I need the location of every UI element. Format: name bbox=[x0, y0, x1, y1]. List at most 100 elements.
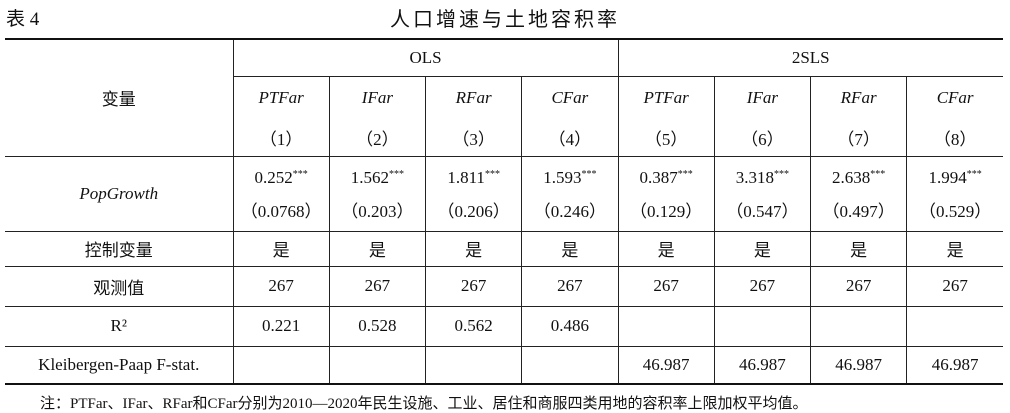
value-cell bbox=[906, 305, 1003, 347]
table-row: 控制变量是是是是是是是是 bbox=[5, 230, 1003, 267]
value-cell: 是 bbox=[617, 230, 715, 267]
coef-cell: 1.994*** （0.529） bbox=[906, 155, 1003, 232]
significance: *** bbox=[966, 169, 982, 180]
table-row: R² 0.221 0.528 0.562 0.486 bbox=[5, 305, 1003, 347]
table-row: 变量 OLS 2SLS bbox=[5, 38, 1003, 157]
column-number: （1） bbox=[233, 119, 330, 157]
significance: *** bbox=[484, 169, 500, 180]
standard-error: （0.529） bbox=[919, 202, 992, 221]
value-cell: 267 bbox=[617, 265, 715, 307]
row-label: R² bbox=[5, 305, 234, 347]
variable-header: IFar bbox=[328, 75, 427, 119]
column-number: （8） bbox=[906, 119, 1003, 157]
coef-line: 3.318*** bbox=[715, 158, 810, 195]
coef-cell: 0.387*** （0.129） bbox=[617, 155, 715, 232]
coefficient: 1.811 bbox=[447, 168, 485, 187]
value-cell: 267 bbox=[521, 265, 619, 307]
significance: *** bbox=[774, 169, 789, 180]
table-title: 人口增速与土地容积率 bbox=[390, 9, 620, 31]
group-header: OLS bbox=[232, 38, 619, 77]
coefficient: 0.252 bbox=[254, 168, 293, 187]
coefficient: 1.562 bbox=[350, 168, 389, 187]
coef-cell: 3.318*** （0.547） bbox=[713, 155, 812, 232]
coef-line: 0.252*** bbox=[234, 158, 329, 195]
column-number: （5） bbox=[617, 119, 715, 157]
value-cell bbox=[809, 305, 908, 347]
table-row: Kleibergen-Paap F-stat. 46.987 46.987 46.98… bbox=[5, 345, 1003, 385]
group-header: 2SLS bbox=[617, 38, 1003, 77]
value-cell: 46.987 bbox=[617, 345, 715, 385]
value-cell: 是 bbox=[906, 230, 1003, 267]
value-cell: 是 bbox=[713, 230, 812, 267]
significance: *** bbox=[389, 169, 404, 180]
coef-line: 1.593*** bbox=[522, 158, 617, 195]
value-cell: 267 bbox=[424, 265, 523, 307]
variable-header: IFar bbox=[713, 75, 812, 119]
table-row: （1） （2） （3） （4） （5） （6） （7） （8） bbox=[5, 119, 1003, 157]
value-cell: 267 bbox=[232, 265, 330, 307]
standard-error: （0.206） bbox=[437, 202, 510, 221]
value-cell: 是 bbox=[424, 230, 523, 267]
coefficient: 2.638 bbox=[832, 168, 871, 187]
coef-cell: 1.811*** （0.206） bbox=[424, 155, 523, 232]
row-label: Kleibergen-Paap F-stat. bbox=[5, 345, 234, 385]
row-header: 变量 bbox=[5, 38, 234, 157]
standard-error: （0.129） bbox=[630, 202, 703, 221]
value-cell: 是 bbox=[232, 230, 330, 267]
value-cell: 267 bbox=[906, 265, 1003, 307]
standard-error: （0.0768） bbox=[240, 202, 322, 221]
coef-cell: 2.638*** （0.497） bbox=[809, 155, 908, 232]
value-cell: 46.987 bbox=[906, 345, 1003, 385]
value-cell bbox=[424, 345, 523, 385]
table-label: 表 4 bbox=[6, 9, 40, 30]
table-row: PopGrowth 0.252*** （0.0768） 1.562*** （0.203）… bbox=[5, 155, 1003, 232]
variable-header: PTFar bbox=[617, 75, 715, 119]
coef-line: 1.994*** bbox=[907, 158, 1003, 195]
column-number: （2） bbox=[328, 119, 427, 157]
value-cell: 46.987 bbox=[713, 345, 812, 385]
coefficient: 1.593 bbox=[543, 168, 582, 187]
value-cell bbox=[617, 305, 715, 347]
variable-header: CFar bbox=[906, 75, 1003, 119]
value-cell bbox=[713, 305, 812, 347]
row-label: PopGrowth bbox=[5, 155, 234, 232]
value-cell bbox=[328, 345, 427, 385]
standard-error: （0.497） bbox=[822, 202, 895, 221]
value-cell: 46.987 bbox=[809, 345, 908, 385]
standard-error: （0.547） bbox=[726, 202, 799, 221]
results-table: 变量 OLS 2SLS PTFar IFar RFar CFar PTFar IFar RFar C… bbox=[5, 38, 1003, 385]
value-cell: 是 bbox=[521, 230, 619, 267]
coef-cell: 0.252*** （0.0768） bbox=[232, 155, 330, 232]
variable-header: CFar bbox=[521, 75, 619, 119]
standard-error: （0.203） bbox=[341, 202, 414, 221]
value-cell: 是 bbox=[328, 230, 427, 267]
table-row: 观测值 267 267 267 267 267 267 267 267 bbox=[5, 265, 1003, 307]
variable-header: RFar bbox=[809, 75, 908, 119]
value-cell: 267 bbox=[713, 265, 812, 307]
coef-line: 1.811*** bbox=[426, 158, 521, 195]
value-cell bbox=[521, 345, 619, 385]
standard-error: （0.246） bbox=[533, 202, 606, 221]
table-row: PTFar IFar RFar CFar PTFar IFar RFar CFar bbox=[5, 75, 1003, 119]
value-cell: 0.528 bbox=[328, 305, 427, 347]
coefficient: 3.318 bbox=[735, 168, 774, 187]
coefficient: 1.994 bbox=[928, 168, 967, 187]
value-cell: 267 bbox=[809, 265, 908, 307]
row-label: 观测值 bbox=[5, 265, 234, 307]
column-number: （7） bbox=[809, 119, 908, 157]
significance: *** bbox=[870, 169, 886, 180]
coef-cell: 1.562*** （0.203） bbox=[328, 155, 427, 232]
coef-line: 1.562*** bbox=[330, 158, 425, 195]
variable-header: RFar bbox=[424, 75, 523, 119]
row-label: 控制变量 bbox=[5, 230, 234, 267]
significance: *** bbox=[292, 169, 308, 180]
coef-line: 2.638*** bbox=[811, 158, 906, 195]
value-cell: 0.486 bbox=[521, 305, 619, 347]
value-cell: 0.562 bbox=[424, 305, 523, 347]
coefficient: 0.387 bbox=[639, 168, 678, 187]
table-note: 注：PTFar、IFar、RFar和CFar分别为2010—2020年民生设施、… bbox=[40, 396, 808, 412]
value-cell: 是 bbox=[809, 230, 908, 267]
coef-line: 0.387*** bbox=[619, 158, 714, 195]
value-cell: 0.221 bbox=[232, 305, 330, 347]
